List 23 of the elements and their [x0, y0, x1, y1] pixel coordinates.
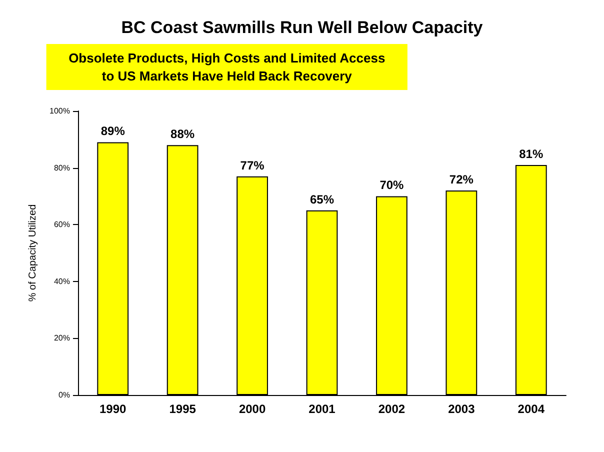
data-label: 65% — [310, 192, 334, 206]
x-tick-label: 2003 — [448, 402, 476, 416]
y-tick-label: 80% — [54, 163, 70, 172]
x-tick-label: 1995 — [169, 402, 196, 416]
y-tick-label: 100% — [50, 106, 70, 116]
x-tick-label: 1990 — [100, 402, 127, 416]
chart-subtitle: Obsolete Products, High Costs and Limited Access to US Markets Have Held Back Recovery — [68, 50, 386, 84]
y-tick-label: 0% — [58, 390, 70, 400]
x-tick-label: 2004 — [518, 402, 545, 416]
data-label: 89% — [100, 124, 126, 138]
chart-title: BC Coast Sawmills Run Well Below Capacity — [121, 18, 484, 37]
x-tick-label: 2002 — [378, 402, 406, 416]
x-tick-label: 2000 — [238, 402, 266, 416]
data-label: 72% — [449, 172, 474, 187]
data-label: 81% — [519, 146, 544, 161]
y-tick-label: 60% — [54, 220, 70, 230]
y-tick-label: 40% — [54, 276, 70, 286]
y-tick-label: 20% — [54, 334, 70, 343]
data-label: 77% — [240, 158, 265, 172]
y-axis-title: % of Capacity Utilized — [28, 204, 38, 302]
data-label: 88% — [170, 127, 195, 142]
x-tick-label: 2001 — [308, 402, 336, 416]
data-label: 70% — [380, 178, 404, 192]
